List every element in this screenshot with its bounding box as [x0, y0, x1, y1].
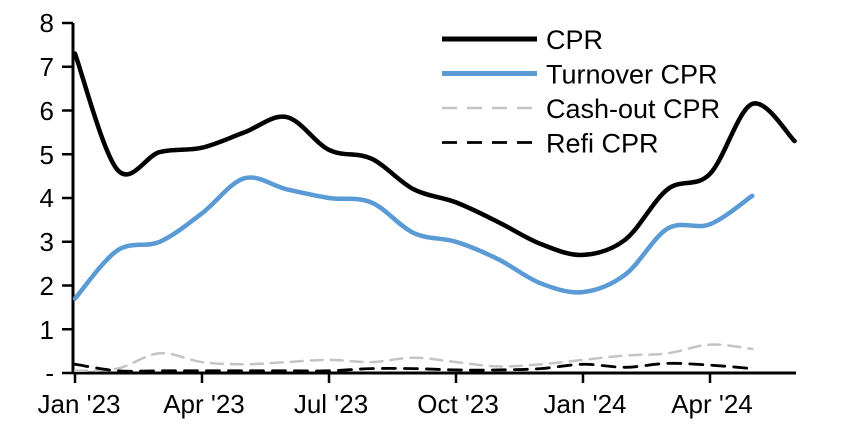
x-tick-marks	[73, 374, 712, 383]
y-tick-label: 1	[40, 315, 54, 345]
cash-out-cpr-line	[73, 343, 754, 373]
y-tick-label: 6	[40, 96, 54, 126]
legend: CPR Turnover CPR Cash-out CPR Refi CPR	[442, 25, 720, 159]
legend-label-refi-cpr: Refi CPR	[546, 129, 659, 159]
x-tick-label: Jan '24	[543, 389, 626, 419]
y-tick-label: 8	[40, 8, 54, 38]
y-tick-label: 7	[40, 52, 54, 82]
y-tick-label: 4	[40, 183, 54, 213]
y-tick-label: 2	[40, 271, 54, 301]
y-tick-label: 3	[40, 227, 54, 257]
cpr-line	[72, 51, 797, 258]
legend-label-cash-out-cpr: Cash-out CPR	[546, 94, 720, 124]
x-tick-label: Apr '24	[671, 389, 753, 419]
turnover-cpr-line	[72, 175, 755, 301]
x-tick-label: Oct '23	[417, 389, 499, 419]
legend-label-cpr: CPR	[546, 25, 603, 55]
y-tick-label: -	[45, 358, 54, 388]
y-tick-label: 5	[40, 140, 54, 170]
x-tick-label: Apr '23	[163, 389, 245, 419]
y-tick-marks	[62, 21, 73, 375]
x-tick-label: Jul '23	[294, 389, 368, 419]
legend-label-turnover-cpr: Turnover CPR	[546, 60, 718, 90]
x-tick-label: Jan '23	[37, 389, 120, 419]
refi-cpr-line	[73, 361, 754, 373]
